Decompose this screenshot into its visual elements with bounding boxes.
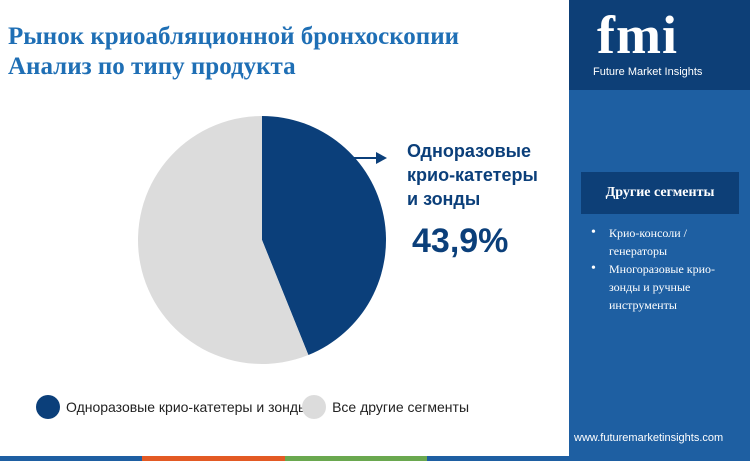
page-title: Рынок криоабляционной бронхоскопии Анали… (8, 22, 548, 82)
legend-swatch-disposable (36, 395, 60, 419)
pie-callout: Одноразовые крио-катетеры и зонды (407, 139, 538, 211)
side-panel: fmi Future Market Insights Другие сегмен… (569, 0, 750, 461)
legend-swatch-other (302, 395, 327, 419)
legend-item-disposable: Одноразовые крио-катетеры и зонды (36, 395, 308, 419)
legend-label-other: Все другие сегменты (332, 399, 470, 415)
title-line-2: Анализ по типу продукта (8, 53, 296, 80)
legend-item-other: Все другие сегменты (302, 395, 469, 419)
brand-logo-box: fmi Future Market Insights (569, 0, 750, 90)
brand-logo: fmi (597, 5, 678, 65)
pie-slice-disposable (262, 116, 386, 356)
pie-slice-other (137, 116, 309, 364)
other-segment-item: Многоразовые крио-зонды и ручные инструм… (591, 260, 741, 314)
other-segments-header: Другие сегменты (581, 172, 739, 214)
callout-line-2: крио-катетеры (407, 165, 538, 185)
callout-arrow-head (376, 152, 387, 164)
other-segments-list: Крио-консоли / генераторы Многоразовые к… (591, 224, 741, 314)
other-segments-title: Другие сегменты (605, 185, 715, 200)
website-url[interactable]: www.futuremarketinsights.com (574, 432, 724, 444)
legend-label-disposable: Одноразовые крио-катетеры и зонды (66, 399, 309, 415)
bottom-bar-segment (426, 456, 569, 461)
bottom-bar-segment (284, 456, 427, 461)
bottom-color-bar (0, 456, 569, 461)
other-segment-item: Крио-консоли / генераторы (591, 224, 741, 260)
brand-name: Future Market Insights (593, 66, 703, 78)
chart-legend: Одноразовые крио-катетеры и зонды Все др… (36, 395, 469, 419)
bottom-bar-segment (0, 456, 143, 461)
bottom-bar-segment (142, 456, 285, 461)
callout-value-label: 43,9% (412, 222, 509, 260)
callout-line-3: и зонды (407, 189, 481, 209)
title-line-1: Рынок криоабляционной бронхоскопии (8, 23, 460, 50)
callout-line-1: Одноразовые (407, 141, 532, 161)
pie-chart (137, 116, 387, 364)
